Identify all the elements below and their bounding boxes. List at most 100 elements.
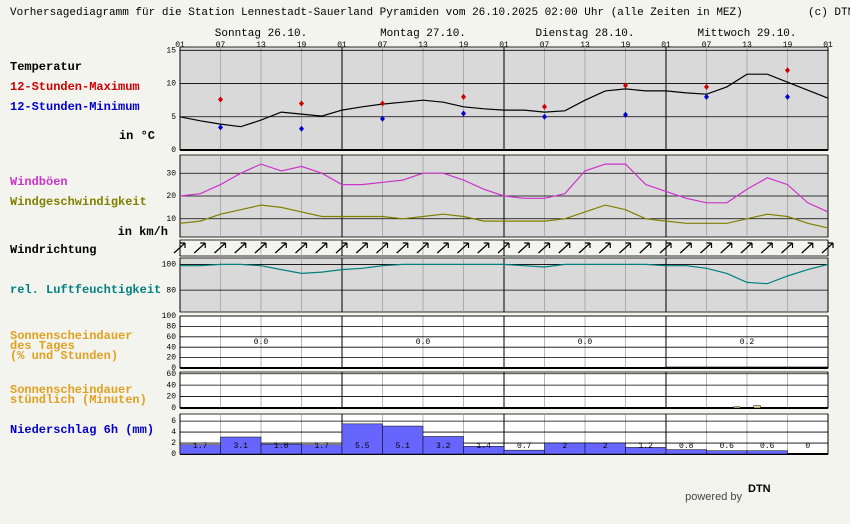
marker (785, 67, 790, 74)
value-label: 0.0 (416, 338, 431, 347)
y-tick-label: 5 (171, 113, 176, 122)
label: Windrichtung (10, 243, 96, 257)
wind-arrow (295, 242, 308, 254)
wind-arrow (497, 242, 510, 254)
value-label: 2 (562, 442, 567, 451)
wind-arrow (254, 242, 267, 254)
wind-arrow (760, 242, 773, 254)
wind-arrow (700, 242, 713, 254)
label: stündlich (Minuten) (10, 393, 147, 407)
marker (461, 110, 466, 117)
hour-label: 01 (337, 41, 347, 50)
value-label: 3.2 (436, 442, 451, 451)
legend-entry: 12-Stunden-Minimum (10, 100, 140, 114)
hour-label: 19 (621, 41, 631, 50)
y-tick-label: 40 (166, 381, 176, 390)
hour-label: 01 (499, 41, 509, 50)
day-label: Sonntag 26.10. (215, 28, 307, 40)
hour-label: 19 (459, 41, 469, 50)
unit-label: in °C (119, 129, 155, 143)
y-tick-label: 20 (166, 354, 176, 363)
wind-arrow (436, 242, 449, 254)
wind-arrow (315, 242, 328, 254)
y-tick-label: 40 (166, 343, 176, 352)
label: Sonnenscheindauer (10, 329, 132, 343)
y-tick-label: 4 (171, 428, 176, 437)
hour-label: 13 (418, 41, 428, 50)
wind-arrow (214, 242, 227, 254)
label: (% und Stunden) (10, 349, 118, 363)
y-tick-label: 6 (171, 417, 176, 426)
value-label: 0.6 (720, 442, 735, 451)
marker (299, 100, 304, 107)
value-label: 0.0 (254, 338, 269, 347)
bar (665, 366, 829, 369)
label: Temperatur (10, 60, 82, 74)
wind-arrow (740, 242, 753, 254)
bar (422, 436, 464, 455)
wind-arrow (558, 242, 571, 254)
bar (753, 405, 761, 409)
day-label: Montag 27.10. (380, 28, 466, 40)
wind-arrow (396, 242, 409, 254)
y-tick-label: 0 (171, 146, 176, 155)
bar (382, 425, 424, 455)
wind-arrow (355, 242, 368, 254)
line (179, 204, 829, 229)
line (179, 163, 829, 213)
line (179, 73, 829, 128)
wind-arrow (639, 242, 652, 254)
marker (623, 111, 628, 118)
hour-label: 01 (661, 41, 671, 50)
title: Vorhersagediagramm für die Station Lenne… (10, 7, 743, 19)
wind-arrow (598, 242, 611, 254)
hour-label: 07 (540, 41, 550, 50)
y-tick-label: 2 (171, 439, 176, 448)
wind-arrow (274, 242, 287, 254)
label: Niederschlag 6h (mm) (10, 423, 154, 437)
y-tick-label: 60 (166, 333, 176, 342)
wind-arrow (801, 242, 814, 254)
y-tick-label: 20 (166, 393, 176, 402)
label: Sonnenscheindauer (10, 383, 132, 397)
y-tick-label: 0 (171, 404, 176, 413)
wind-arrow (173, 242, 186, 254)
y-tick-label: 60 (166, 370, 176, 379)
hour-label: 07 (378, 41, 388, 50)
value-label: 5.1 (396, 442, 411, 451)
value-label: 1.7 (193, 442, 208, 451)
value-label: 2 (603, 442, 608, 451)
wind-arrow (517, 242, 530, 254)
y-tick-label: 100 (162, 312, 177, 321)
hour-label: 13 (580, 41, 590, 50)
value-label: 1.2 (639, 442, 654, 451)
y-tick-label: 100 (162, 261, 177, 270)
bar (706, 450, 748, 455)
legend-entry: 12-Stunden-Maximum (10, 80, 140, 94)
line (180, 263, 829, 285)
y-tick-label: 0 (171, 450, 176, 459)
wind-arrow (234, 242, 247, 254)
marker (623, 82, 628, 89)
wind-arrow (335, 242, 348, 254)
y-tick-label: 0 (171, 364, 176, 373)
wind-arrow (193, 242, 206, 254)
y-tick-label: 80 (166, 323, 176, 332)
wind-arrow (679, 242, 692, 254)
value-label: 0.0 (578, 338, 593, 347)
marker (299, 125, 304, 132)
hour-label: 13 (256, 41, 266, 50)
wind-arrow (720, 242, 733, 254)
day-label: Dienstag 28.10. (535, 28, 634, 40)
wind-arrow (457, 242, 470, 254)
marker (542, 113, 547, 120)
hour-label: 07 (216, 41, 226, 50)
hour-label: 07 (702, 41, 712, 50)
value-label: 0.6 (760, 442, 775, 451)
day-label: Mittwoch 29.10. (697, 28, 796, 40)
wind-arrow (781, 242, 794, 254)
wind-arrow (416, 242, 429, 254)
wind-arrow (477, 242, 490, 254)
